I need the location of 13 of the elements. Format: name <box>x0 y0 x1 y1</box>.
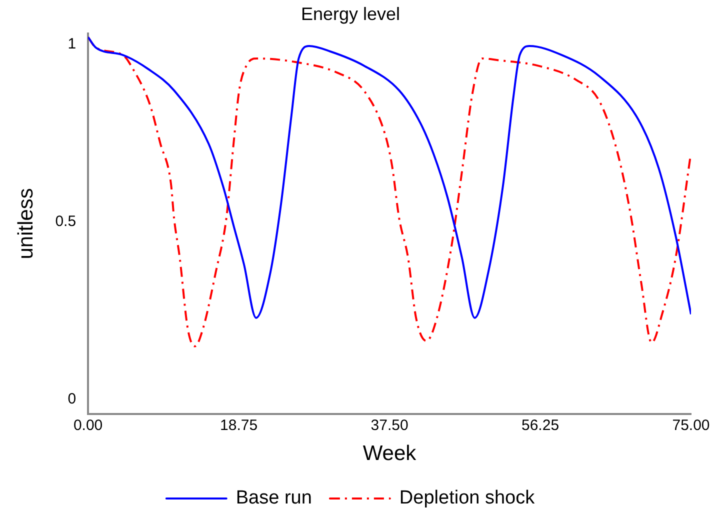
x-tick-label: 0.00 <box>73 416 103 434</box>
x-tick-label: 37.50 <box>370 416 408 434</box>
y-axis-title: unitless <box>14 188 38 260</box>
x-axis-title: Week <box>362 442 417 466</box>
y-tick-label: 0 <box>68 390 76 408</box>
x-tick-label: 56.25 <box>521 416 560 434</box>
legend-label: Depletion shock <box>399 488 536 509</box>
x-tick-label: 75.00 <box>672 416 710 434</box>
y-tick-label: 0.5 <box>55 213 76 230</box>
legend-label: Base run <box>236 488 312 509</box>
x-tick-label: 18.75 <box>220 416 258 434</box>
chart-title: Energy level <box>300 4 400 24</box>
y-tick-label: 1 <box>68 35 76 52</box>
